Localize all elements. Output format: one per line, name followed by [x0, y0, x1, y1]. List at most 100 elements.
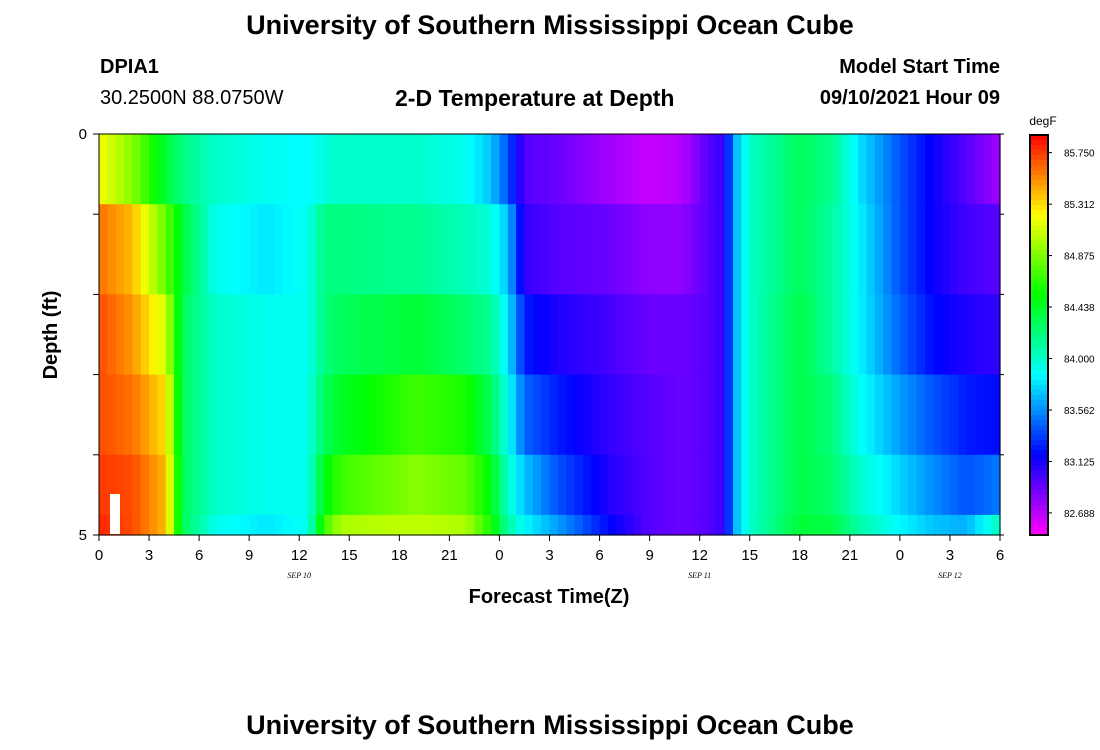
heatmap-cell — [232, 134, 242, 205]
colorbar-segment — [1030, 520, 1048, 526]
heatmap-cell — [974, 134, 984, 205]
heatmap-cell — [174, 514, 184, 536]
heatmap-cell — [724, 514, 734, 536]
heatmap-cell — [507, 454, 517, 516]
heatmap-cell — [432, 294, 442, 376]
heatmap-cell — [733, 294, 742, 376]
heatmap-cell — [315, 454, 325, 516]
colorbar-segment — [1030, 275, 1048, 281]
heatmap-cell — [591, 454, 601, 516]
heatmap-cell — [499, 374, 509, 456]
heatmap-cell — [649, 374, 659, 456]
heatmap-cell — [607, 454, 617, 516]
heatmap-cell — [849, 204, 859, 295]
heatmap-cell — [983, 514, 993, 536]
heatmap-cell — [632, 204, 642, 295]
heatmap-cell — [991, 134, 1001, 205]
heatmap-cell — [274, 514, 284, 536]
heatmap-cell — [532, 514, 542, 536]
heatmap-cell — [474, 374, 484, 456]
heatmap-cell — [282, 374, 292, 456]
heatmap-cell — [933, 134, 943, 205]
heatmap-cell — [165, 514, 175, 536]
heatmap-cell — [541, 294, 551, 376]
heatmap-cell — [474, 514, 484, 536]
x-tick-label: 6 — [195, 547, 203, 564]
colorbar-segment — [1030, 150, 1048, 156]
heatmap-cell — [582, 514, 592, 536]
heatmap-cell — [783, 204, 793, 295]
heatmap-cell — [207, 204, 217, 295]
heatmap-cell — [365, 454, 375, 516]
heatmap-cell — [858, 454, 868, 516]
x-tick-label: 18 — [391, 547, 408, 564]
heatmap-cell — [224, 134, 234, 205]
heatmap-cell — [783, 514, 793, 536]
colorbar-segment — [1030, 455, 1048, 461]
colorbar-segment — [1030, 360, 1048, 366]
heatmap-cell — [140, 204, 150, 295]
colorbar-tick-label: 85.750 — [1064, 149, 1095, 160]
colorbar-segment — [1030, 175, 1048, 181]
heatmap-cell — [190, 514, 200, 536]
colorbar-segment — [1030, 140, 1048, 146]
heatmap-cell — [941, 454, 951, 516]
colorbar-segment — [1030, 440, 1048, 446]
heatmap-cell — [599, 134, 609, 205]
heatmap-cell — [582, 294, 592, 376]
heatmap-cell — [374, 204, 384, 295]
heatmap-cell — [374, 374, 384, 456]
heatmap-cell — [432, 134, 442, 205]
heatmap-cell — [340, 454, 350, 516]
heatmap-cell — [908, 454, 918, 516]
heatmap-cell — [774, 514, 784, 536]
heatmap-cell — [149, 454, 158, 516]
heatmap-cell — [365, 134, 375, 205]
heatmap-cell — [240, 294, 250, 376]
heatmap-cell — [791, 204, 801, 295]
heatmap-cell — [232, 204, 242, 295]
heatmap-cell — [190, 204, 200, 295]
white-marker — [110, 494, 120, 534]
heatmap-cell — [874, 454, 884, 516]
heatmap-cell — [407, 514, 417, 536]
heatmap-cell — [249, 294, 259, 376]
colorbar-segment — [1030, 345, 1048, 351]
heatmap-cell — [641, 294, 651, 376]
heatmap-cell — [974, 204, 984, 295]
heatmap-cell — [624, 454, 634, 516]
colorbar-segment — [1030, 480, 1048, 486]
heatmap-cell — [941, 294, 951, 376]
heatmap-cell — [983, 134, 993, 205]
heatmap-cell — [99, 454, 108, 516]
heatmap-cell — [340, 294, 350, 376]
heatmap-cell — [290, 454, 300, 516]
heatmap-cell — [257, 134, 267, 205]
heatmap-cell — [424, 454, 434, 516]
heatmap-cell — [240, 514, 250, 536]
colorbar-segment — [1030, 300, 1048, 306]
heatmap-cell — [566, 514, 576, 536]
x-tick-label: 15 — [341, 547, 358, 564]
heatmap-cell — [482, 454, 492, 516]
colorbar-segment — [1030, 450, 1048, 456]
x-tick-label: 12 — [291, 547, 308, 564]
heatmap-cell — [507, 204, 517, 295]
heatmap-cell — [182, 514, 192, 536]
heatmap-cell — [449, 374, 459, 456]
heatmap-cell — [808, 514, 818, 536]
heatmap-cell — [741, 134, 751, 205]
heatmap-cell — [666, 294, 676, 376]
heatmap-cell — [265, 134, 275, 205]
heatmap-cell — [466, 204, 476, 295]
heatmap-cell — [99, 134, 108, 205]
heatmap-cell — [441, 204, 450, 295]
heatmap-cell — [966, 514, 976, 536]
heatmap-cell — [783, 134, 793, 205]
heatmap-cell — [682, 374, 692, 456]
x-tick-label: 0 — [896, 547, 904, 564]
heatmap-cell — [883, 514, 893, 536]
heatmap-cell — [816, 514, 826, 536]
heatmap-cell — [674, 374, 684, 456]
heatmap-cell — [924, 204, 934, 295]
